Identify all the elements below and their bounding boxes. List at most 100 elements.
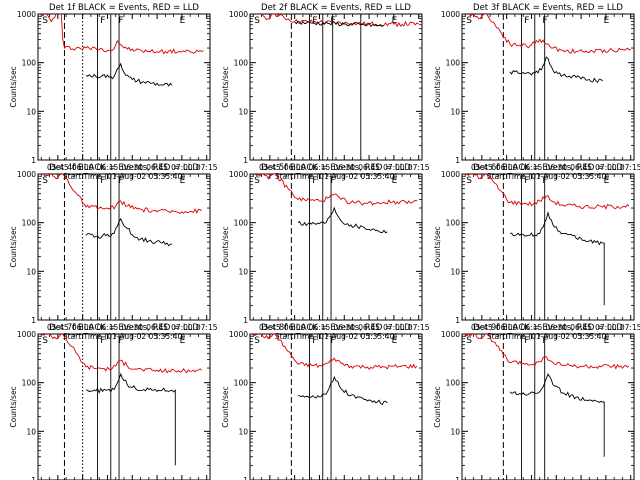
x-tick-label: 06:15 [97, 323, 119, 332]
y-tick-label: 100 [446, 219, 461, 228]
y-tick-label: 100 [22, 219, 37, 228]
flag-label: S [42, 336, 48, 346]
chart-panel: Det 3f BLACK = Events, RED = LLD 1 10 100 10… [433, 3, 640, 181]
x-tick-label: 07:15 [408, 163, 430, 172]
chart-panel: Det 6f BLACK = Events, RED = LLD 1 10 100 10… [433, 163, 640, 341]
x-tick-label: 06:45 [570, 163, 592, 172]
series-line-events [509, 211, 605, 306]
x-tick-label: 06:45 [146, 163, 168, 172]
flag-label: S [254, 176, 260, 186]
flag-label: S [42, 176, 48, 186]
series-line-events [509, 56, 603, 83]
x-tick-label: 05:45 [259, 163, 281, 172]
x-tick-label: 06:00 [284, 163, 306, 172]
series-line-events [297, 375, 388, 406]
chart-panel: Det 4f BLACK = Events, RED = LLD 1 10 100 10… [9, 163, 218, 341]
y-axis-label: Counts/sec [9, 386, 18, 427]
flag-label: F [542, 336, 547, 346]
flag-label: E [392, 176, 398, 186]
x-tick-label: 06:30 [333, 323, 355, 332]
series-line-lld [41, 174, 202, 214]
flag-label: E [604, 336, 610, 346]
flag-label: F [118, 336, 123, 346]
y-tick-label: 1 [455, 476, 460, 480]
flag-label: F [100, 16, 105, 26]
x-tick-label: 07:00 [595, 323, 617, 332]
y-tick-label: 10 [238, 267, 248, 276]
y-tick-label: 100 [234, 59, 249, 68]
y-tick-label: 100 [22, 59, 37, 68]
plot-frame [461, 13, 635, 161]
y-tick-label: 1 [455, 156, 460, 165]
x-tick-label: 06:45 [570, 323, 592, 332]
flag-label: E [392, 336, 398, 346]
chart-title: Det 2f BLACK = Events, RED = LLD [261, 3, 411, 13]
y-axis-label: Counts/sec [221, 386, 230, 427]
flag-label: F [100, 176, 105, 186]
series-line-events [86, 372, 176, 466]
plot-frame [249, 333, 423, 480]
flag-label: F [312, 176, 317, 186]
x-tick-label: 06:30 [121, 323, 143, 332]
y-tick-label: 1 [243, 316, 248, 325]
y-axis-label: Counts/sec [433, 66, 442, 107]
chart-panel: Det 5f BLACK = Events, RED = LLD 1 10 100 10… [221, 163, 430, 341]
y-tick-label: 10 [450, 427, 460, 436]
series-line-lld [465, 14, 631, 54]
chart-panel: Det 2f BLACK = Events, RED = LLD 1 10 100 10… [221, 3, 430, 181]
flag-label: E [180, 176, 186, 186]
y-axis-label: Counts/sec [433, 226, 442, 267]
y-tick-label: 1 [243, 476, 248, 480]
y-tick-label: 10 [26, 267, 36, 276]
y-tick-label: 1000 [229, 10, 248, 19]
y-axis-label: Counts/sec [221, 226, 230, 267]
y-tick-label: 1 [243, 156, 248, 165]
y-tick-label: 1000 [441, 170, 460, 179]
flag-label: E [180, 336, 186, 346]
y-tick-label: 1000 [229, 330, 248, 339]
flag-label: S [254, 16, 260, 26]
x-tick-label: 05:45 [47, 323, 69, 332]
flag-label: F [542, 16, 547, 26]
y-tick-label: 1 [31, 316, 36, 325]
chart-title: Det 1f BLACK = Events, RED = LLD [49, 3, 199, 13]
y-tick-label: 10 [238, 107, 248, 116]
x-tick-label: 06:45 [358, 163, 380, 172]
y-axis-label: Counts/sec [433, 386, 442, 427]
x-tick-label: 07:00 [171, 163, 193, 172]
x-tick-label: 05:45 [471, 163, 493, 172]
x-tick-label: 06:45 [146, 323, 168, 332]
flag-label: F [118, 176, 123, 186]
flag-label: S [466, 336, 472, 346]
plot-frame [37, 333, 211, 480]
x-tick-label: 06:00 [496, 163, 518, 172]
x-tick-label: 06:15 [309, 323, 331, 332]
series-line-events [297, 206, 388, 234]
y-tick-label: 1 [31, 476, 36, 480]
chart-title: Det 9f BLACK = Events, RED = LLD [473, 323, 623, 333]
y-tick-label: 100 [22, 379, 37, 388]
chart-title: Det 8f BLACK = Events, RED = LLD [261, 323, 411, 333]
flag-label: F [100, 336, 105, 346]
chart-panel: Det 1f BLACK = Events, RED = LLD 1 10 100 10… [9, 3, 218, 181]
y-axis-label: Counts/sec [9, 226, 18, 267]
x-tick-label: 06:00 [72, 163, 94, 172]
series-line-lld [253, 174, 418, 206]
flag-label: F [542, 176, 547, 186]
x-tick-label: 07:15 [196, 163, 218, 172]
flag-label: F [330, 336, 335, 346]
y-tick-label: 100 [234, 219, 249, 228]
x-tick-label: 06:15 [521, 323, 543, 332]
x-tick-label: 06:00 [496, 323, 518, 332]
y-tick-label: 1000 [17, 10, 36, 19]
x-tick-label: 07:15 [620, 163, 640, 172]
flag-label: S [42, 16, 48, 26]
series-line-events [294, 20, 385, 28]
flag-label: S [466, 16, 472, 26]
series-line-events [509, 373, 605, 457]
series-line-lld [465, 174, 630, 210]
flag-label: E [392, 16, 398, 26]
y-axis-label: Counts/sec [221, 66, 230, 107]
x-tick-label: 07:15 [620, 323, 640, 332]
flag-label: F [312, 336, 317, 346]
